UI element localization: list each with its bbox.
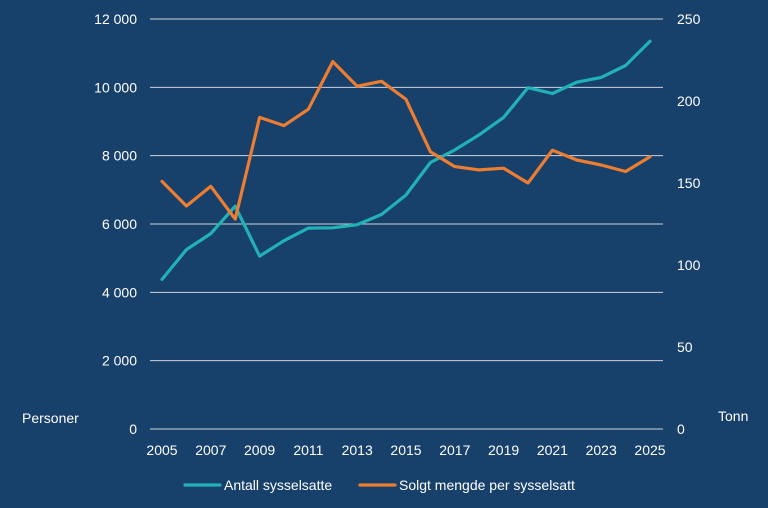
legend-label: Solgt mengde per sysselsatt xyxy=(399,477,575,493)
x-tick-label: 2005 xyxy=(146,442,177,458)
x-tick-label: 2009 xyxy=(244,442,275,458)
y-right-tick-label: 150 xyxy=(677,175,701,191)
y-right-tick-label: 100 xyxy=(677,257,701,273)
y-left-tick-label: 10 000 xyxy=(94,79,137,95)
y-left-tick-label: 12 000 xyxy=(94,11,137,27)
y-right-tick-label: 50 xyxy=(677,339,693,355)
y-right-tick-label: 250 xyxy=(677,11,701,27)
x-axis-ticks: 2005 2007 2009 2011 2013 2015 2017 2019 2021 2023… xyxy=(146,442,665,458)
x-tick-label: 2015 xyxy=(390,442,421,458)
left-axis-title: Personer xyxy=(22,410,79,426)
y-left-tick-label: 6 000 xyxy=(102,216,137,232)
series-line-solgt-mengde-per-sysselsatt xyxy=(160,59,652,221)
x-tick-label: 2007 xyxy=(195,442,226,458)
x-tick-label: 2017 xyxy=(439,442,470,458)
left-axis-ticks: 0 2 000 4 000 6 000 8 000 10 000 12 000 xyxy=(94,11,137,437)
series-line-antall-sysselsatte xyxy=(160,39,652,281)
legend: Antall sysselsatte Solgt mengde per sysse… xyxy=(183,477,575,493)
y-left-tick-label: 0 xyxy=(129,421,137,437)
y-left-tick-label: 2 000 xyxy=(102,353,137,369)
x-tick-label: 2013 xyxy=(342,442,373,458)
gridlines xyxy=(150,18,663,430)
right-axis-ticks: 0 50 100 150 200 250 xyxy=(677,11,701,437)
y-left-tick-label: 4 000 xyxy=(102,284,137,300)
y-left-tick-label: 8 000 xyxy=(102,148,137,164)
legend-label: Antall sysselsatte xyxy=(224,477,332,493)
x-tick-label: 2025 xyxy=(634,442,665,458)
x-tick-label: 2019 xyxy=(488,442,519,458)
right-axis-title: Tonn xyxy=(718,408,748,424)
x-tick-label: 2023 xyxy=(586,442,617,458)
x-tick-label: 2021 xyxy=(537,442,568,458)
series-lines xyxy=(160,39,652,281)
y-right-tick-label: 0 xyxy=(677,421,685,437)
x-tick-label: 2011 xyxy=(293,442,323,458)
y-right-tick-label: 200 xyxy=(677,93,701,109)
